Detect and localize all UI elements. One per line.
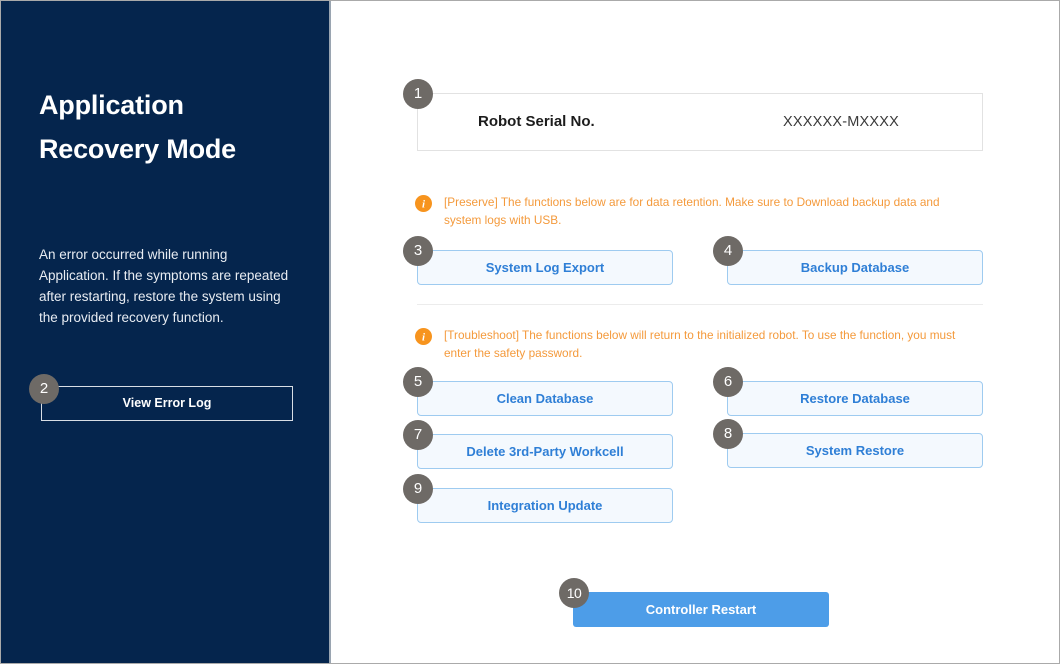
info-circle-icon: i [415, 195, 432, 212]
clean-database-button[interactable]: Clean Database [417, 381, 673, 416]
section-divider [417, 304, 983, 305]
step-badge-6: 6 [713, 367, 743, 397]
page-description: An error occurred while running Applicat… [39, 247, 289, 325]
step-badge-5: 5 [403, 367, 433, 397]
step-badge-10: 10 [559, 578, 589, 608]
info-circle-icon: i [415, 328, 432, 345]
step-badge-7: 7 [403, 420, 433, 450]
troubleshoot-info-text: [Troubleshoot] The functions below will … [444, 328, 956, 360]
step-badge-9: 9 [403, 474, 433, 504]
svg-text:i: i [422, 332, 426, 344]
step-badge-3: 3 [403, 236, 433, 266]
preserve-info-text: [Preserve] The functions below are for d… [444, 195, 940, 227]
delete-3rd-party-workcell-button[interactable]: Delete 3rd-Party Workcell [417, 434, 673, 469]
integration-update-button[interactable]: Integration Update [417, 488, 673, 523]
sidebar: Application Recovery Mode An error occur… [1, 1, 331, 663]
step-badge-1: 1 [403, 79, 433, 109]
step-badge-2: 2 [29, 374, 59, 404]
step-badge-8: 8 [713, 419, 743, 449]
svg-text:i: i [422, 199, 426, 211]
restore-database-button[interactable]: Restore Database [727, 381, 983, 416]
robot-serial-value: XXXXXX-MXXXX [783, 114, 900, 130]
controller-restart-button[interactable]: Controller Restart [573, 592, 829, 627]
system-restore-button[interactable]: System Restore [727, 433, 983, 468]
view-error-log-button[interactable]: View Error Log [41, 386, 293, 421]
main-panel: 1 Robot Serial No. XXXXXX-MXXXX i [Prese… [333, 1, 1059, 663]
system-log-export-button[interactable]: System Log Export [417, 250, 673, 285]
robot-serial-card: Robot Serial No. XXXXXX-MXXXX [417, 93, 983, 151]
step-badge-4: 4 [713, 236, 743, 266]
page-title: Application Recovery Mode [39, 90, 236, 164]
robot-serial-label: Robot Serial No. [478, 113, 595, 130]
backup-database-button[interactable]: Backup Database [727, 250, 983, 285]
